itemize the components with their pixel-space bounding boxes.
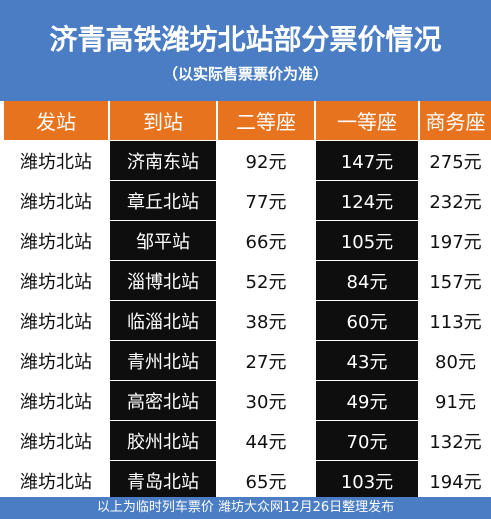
business-class-fare: 132元 — [420, 421, 491, 460]
second-class-fare: 92元 — [218, 141, 314, 180]
departure-cell: 潍坊北站 — [4, 341, 108, 380]
business-class-fare: 194元 — [420, 461, 491, 500]
second-class-fare: 30元 — [218, 381, 314, 420]
arrival-cell: 青州北站 — [110, 341, 216, 380]
table-row: 潍坊北站 章丘北站 77元 124元 232元 — [0, 181, 491, 221]
first-class-fare: 43元 — [316, 341, 418, 380]
departure-cell: 潍坊北站 — [4, 141, 108, 180]
arrival-cell: 临淄北站 — [110, 301, 216, 340]
first-class-fare: 147元 — [316, 141, 418, 180]
title-banner: 济青高铁潍坊北站部分票价情况 （以实际售票票价为准） — [0, 0, 491, 101]
business-class-fare: 232元 — [420, 181, 491, 220]
column-header-first-class: 一等座 — [316, 101, 418, 140]
arrival-cell: 胶州北站 — [110, 421, 216, 460]
business-class-fare: 275元 — [420, 141, 491, 180]
second-class-fare: 27元 — [218, 341, 314, 380]
second-class-fare: 65元 — [218, 461, 314, 500]
table-row: 潍坊北站 高密北站 30元 49元 91元 — [0, 381, 491, 421]
first-class-fare: 105元 — [316, 221, 418, 260]
departure-cell: 潍坊北站 — [4, 421, 108, 460]
arrival-cell: 青岛北站 — [110, 461, 216, 500]
column-header-arrival: 到站 — [110, 101, 216, 140]
departure-cell: 潍坊北站 — [4, 261, 108, 300]
table-row: 潍坊北站 青岛北站 65元 103元 194元 — [0, 461, 491, 501]
arrival-cell: 章丘北站 — [110, 181, 216, 220]
table-row: 潍坊北站 济南东站 92元 147元 275元 — [0, 141, 491, 181]
footer-note: 以上为临时列车票价 潍坊大众网12月26日整理发布 — [0, 497, 491, 519]
second-class-fare: 66元 — [218, 221, 314, 260]
page-subtitle: （以实际售票票价为准） — [162, 65, 328, 83]
table-row: 潍坊北站 青州北站 27元 43元 80元 — [0, 341, 491, 381]
first-class-fare: 103元 — [316, 461, 418, 500]
table-row: 潍坊北站 临淄北站 38元 60元 113元 — [0, 301, 491, 341]
column-header-departure: 发站 — [4, 101, 108, 140]
departure-cell: 潍坊北站 — [4, 461, 108, 500]
first-class-fare: 70元 — [316, 421, 418, 460]
arrival-cell: 邹平站 — [110, 221, 216, 260]
departure-cell: 潍坊北站 — [4, 221, 108, 260]
first-class-fare: 60元 — [316, 301, 418, 340]
business-class-fare: 113元 — [420, 301, 491, 340]
second-class-fare: 44元 — [218, 421, 314, 460]
departure-cell: 潍坊北站 — [4, 301, 108, 340]
departure-cell: 潍坊北站 — [4, 381, 108, 420]
table-row: 潍坊北站 邹平站 66元 105元 197元 — [0, 221, 491, 261]
second-class-fare: 52元 — [218, 261, 314, 300]
column-header-second-class: 二等座 — [218, 101, 314, 140]
business-class-fare: 91元 — [420, 381, 491, 420]
first-class-fare: 124元 — [316, 181, 418, 220]
table-row: 潍坊北站 淄博北站 52元 84元 157元 — [0, 261, 491, 301]
second-class-fare: 77元 — [218, 181, 314, 220]
table-header-row: 发站 到站 二等座 一等座 商务座 — [0, 101, 491, 141]
business-class-fare: 80元 — [420, 341, 491, 380]
first-class-fare: 84元 — [316, 261, 418, 300]
business-class-fare: 197元 — [420, 221, 491, 260]
table-row: 潍坊北站 胶州北站 44元 70元 132元 — [0, 421, 491, 461]
fare-table: 发站 到站 二等座 一等座 商务座 潍坊北站 济南东站 92元 147元 275… — [0, 101, 491, 500]
arrival-cell: 高密北站 — [110, 381, 216, 420]
arrival-cell: 淄博北站 — [110, 261, 216, 300]
page-title: 济青高铁潍坊北站部分票价情况 — [49, 23, 442, 56]
column-header-business-class: 商务座 — [420, 101, 491, 140]
departure-cell: 潍坊北站 — [4, 181, 108, 220]
second-class-fare: 38元 — [218, 301, 314, 340]
first-class-fare: 49元 — [316, 381, 418, 420]
arrival-cell: 济南东站 — [110, 141, 216, 180]
business-class-fare: 157元 — [420, 261, 491, 300]
